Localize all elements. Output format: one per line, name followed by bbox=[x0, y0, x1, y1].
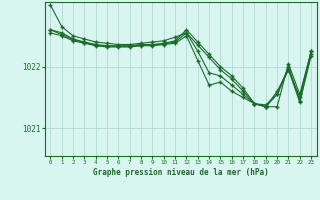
X-axis label: Graphe pression niveau de la mer (hPa): Graphe pression niveau de la mer (hPa) bbox=[93, 168, 269, 177]
